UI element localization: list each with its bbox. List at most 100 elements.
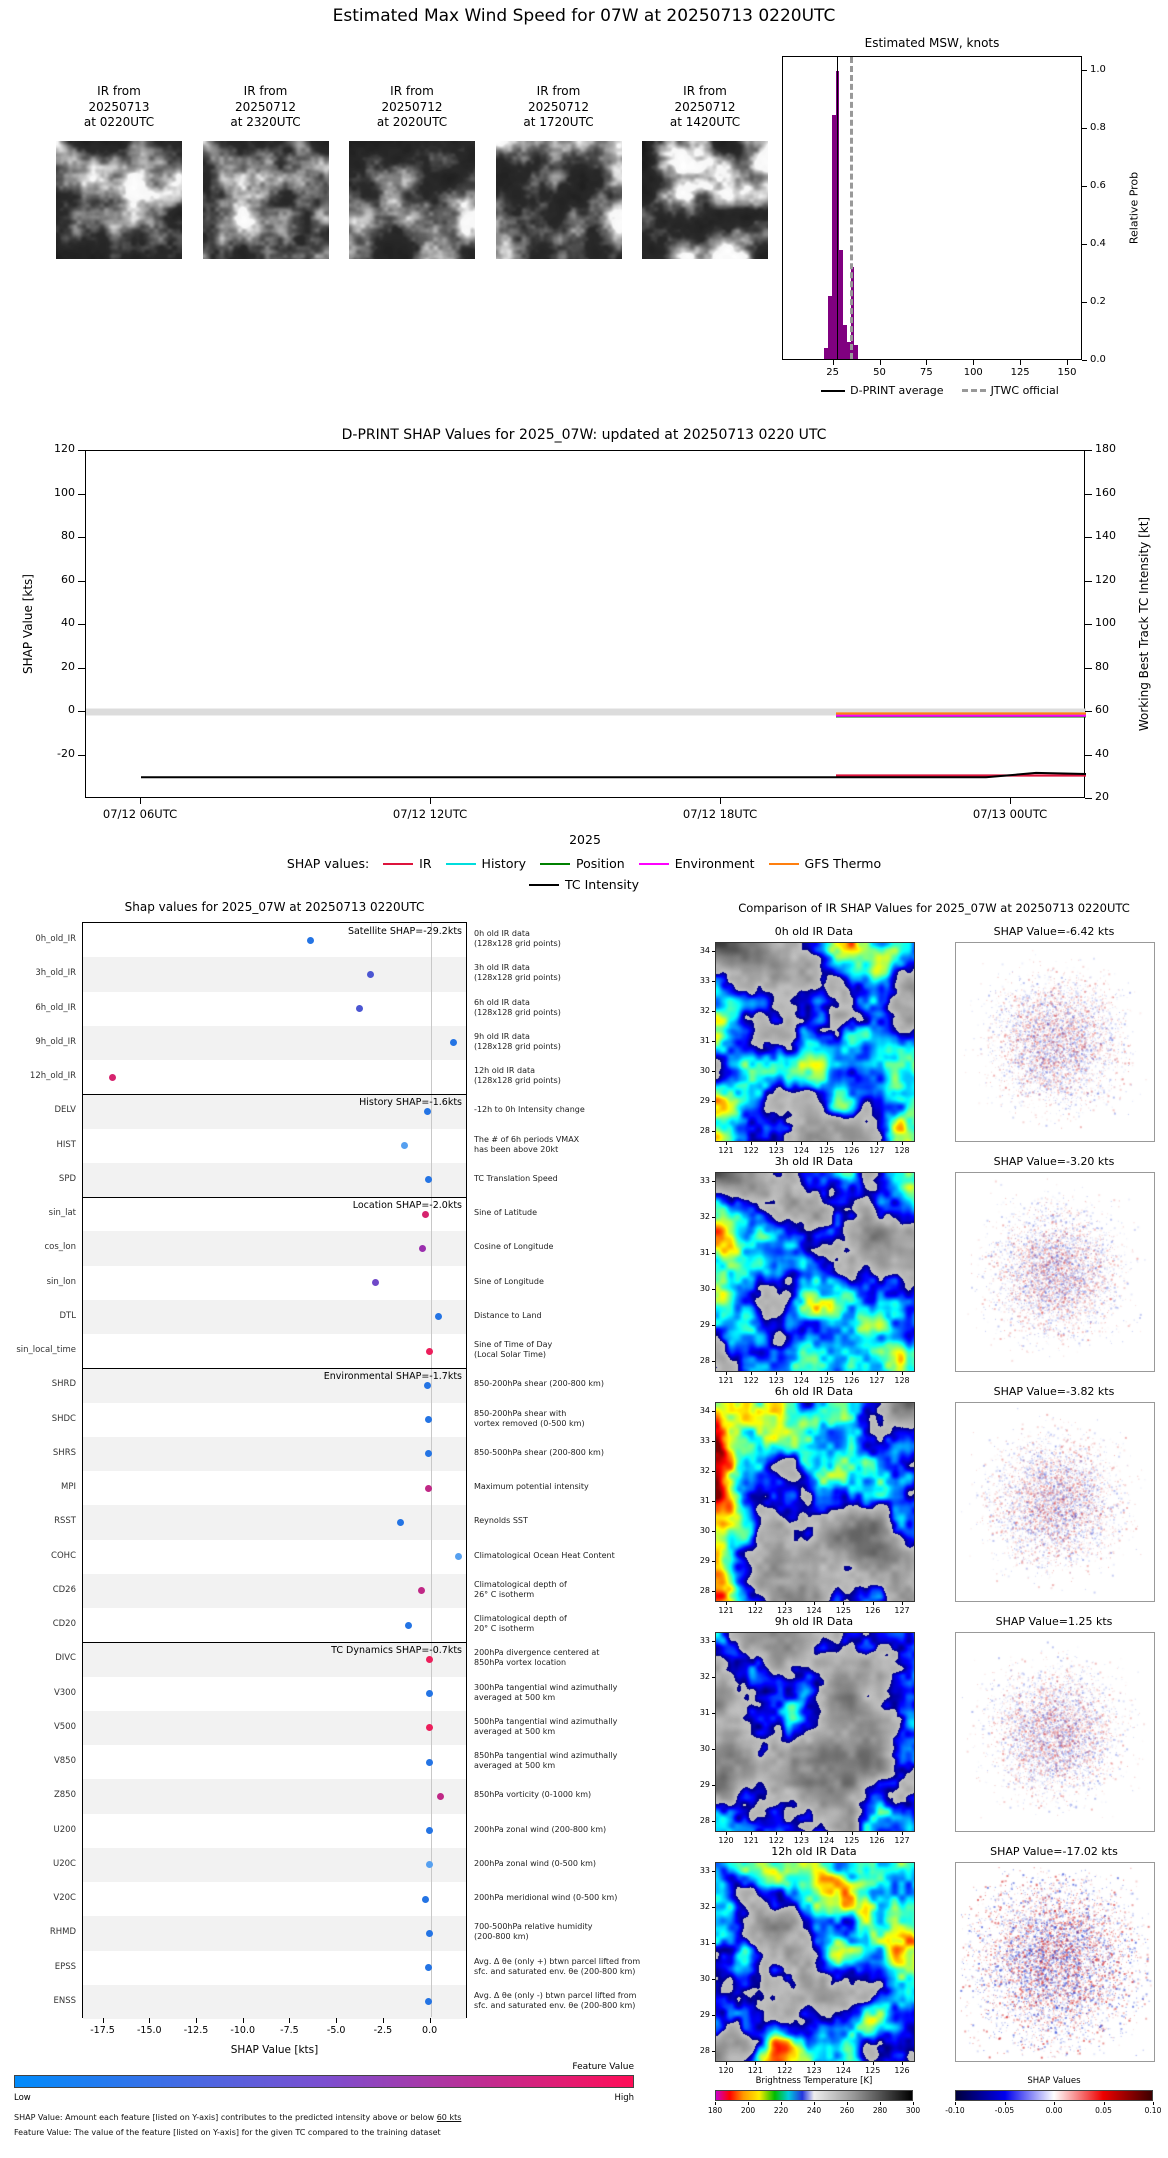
feature-name-label: RSST	[54, 1516, 76, 1527]
group-divider	[83, 1368, 466, 1370]
feature-dot	[426, 1347, 434, 1355]
lon-tick-label: 126	[844, 1376, 860, 1385]
x-tick-label: -10.0	[230, 2025, 256, 2036]
row-stripe	[83, 1847, 466, 1882]
lat-tick-label: 30	[699, 1284, 710, 1293]
lon-tick-label: 123	[806, 2066, 822, 2075]
feature-dot	[421, 1895, 429, 1903]
feature-desc: 850hPa tangential wind azimuthally avera…	[474, 1751, 618, 1771]
lon-tick-mark	[872, 1602, 874, 1605]
ir-thumbnail-label: IR from 20250712 at 1420UTC	[669, 84, 741, 130]
lat-tick-label: 30	[699, 1974, 710, 1983]
feature-desc: 850-500hPa shear (200-800 km)	[474, 1447, 604, 1457]
bt-colorbar-label: Brightness Temperature [K]	[755, 2076, 873, 2086]
shap-footnote-threshold: 60 kts	[436, 2113, 462, 2122]
feature-desc: Sine of Longitude	[474, 1276, 544, 1286]
feature-desc: Climatological Ocean Heat Content	[474, 1550, 615, 1560]
feature-shap-xlabel: SHAP Value [kts]	[230, 2044, 319, 2056]
group-shap-label: History SHAP=-1.6kts	[359, 1097, 462, 1109]
lon-tick-label: 126	[869, 1836, 885, 1845]
feature-desc: Reynolds SST	[474, 1516, 528, 1526]
feature-desc: 700-500hPa relative humidity (200-800 km…	[474, 1922, 593, 1942]
msw-histogram-plot	[782, 56, 1082, 360]
feature-dot	[426, 1827, 434, 1835]
lon-tick-mark	[784, 1602, 786, 1605]
x-tick-mark	[140, 798, 141, 804]
lon-tick-mark	[902, 1602, 903, 1605]
lon-tick-label: 124	[806, 1606, 822, 1615]
shap-colorbar	[955, 2090, 1153, 2101]
lat-tick-mark	[712, 1677, 715, 1678]
lat-tick-mark	[712, 1071, 715, 1072]
feature-name-label: sin_local_time	[16, 1345, 76, 1356]
lon-tick-label: 126	[844, 1146, 860, 1155]
feature-dot	[400, 1142, 408, 1150]
feature-desc: 0h old IR data (128x128 grid points)	[474, 929, 561, 949]
legend-item: IR	[383, 856, 432, 871]
feature-desc: TC Translation Speed	[474, 1173, 558, 1183]
lat-tick-mark	[712, 1713, 715, 1714]
feature-name-label: CD26	[52, 1584, 76, 1595]
shap-tick-label: -0.05	[994, 2106, 1015, 2115]
legend-label: IR	[419, 856, 432, 871]
row-stripe	[83, 1710, 466, 1745]
lon-tick-mark	[826, 1142, 828, 1145]
lon-tick-mark	[726, 1142, 727, 1145]
row-stripe	[83, 1094, 466, 1129]
feature-name-label: CD20	[52, 1619, 76, 1630]
lat-tick-mark	[712, 1289, 715, 1290]
lat-tick-label: 32	[699, 1212, 710, 1221]
shap-panel-title: SHAP Value=1.25 kts	[995, 1615, 1113, 1628]
lat-tick-mark	[712, 1253, 715, 1254]
lon-tick-label: 123	[793, 1836, 810, 1845]
lon-tick-label: 121	[743, 1836, 759, 1845]
lat-tick-mark	[712, 1011, 715, 1012]
jtwc-official-line	[849, 57, 853, 359]
bt-tick-mark	[748, 2102, 749, 2105]
lat-tick-label: 29	[699, 2010, 710, 2019]
feature-desc: 6h old IR data (128x128 grid points)	[474, 997, 561, 1017]
feature-name-label: RHMD	[49, 1927, 76, 1938]
lat-tick-label: 30	[699, 1744, 710, 1753]
y-tick-label-left: 20	[61, 659, 75, 673]
lon-tick-label: 122	[743, 1376, 759, 1385]
lon-tick-label: 126	[894, 2066, 910, 2075]
feature-name-label: DTL	[59, 1310, 76, 1321]
row-stripe	[83, 1025, 466, 1060]
lat-tick-label: 31	[699, 1248, 710, 1257]
lat-tick-mark	[712, 1785, 715, 1786]
lon-tick-label: 121	[718, 1146, 734, 1155]
row-stripe	[83, 1916, 466, 1951]
lon-tick-mark	[726, 2062, 727, 2065]
group-divider	[83, 1642, 466, 1644]
colorbar-low-label: Low	[14, 2093, 31, 2103]
feature-shap-title: Shap values for 2025_07W at 20250713 022…	[124, 900, 425, 914]
lon-tick-mark	[726, 1372, 727, 1375]
jtwc-line-swatch	[961, 389, 986, 392]
lon-tick-label: 124	[793, 1146, 810, 1155]
shap-tick-mark	[1004, 2102, 1006, 2105]
legend-line-swatch	[540, 862, 571, 865]
y-tick-mark-right	[1085, 667, 1092, 669]
y-tick-mark	[1082, 128, 1087, 130]
ir-thumbnail-image	[349, 140, 475, 259]
ir-data-image	[715, 1402, 915, 1602]
y-tick-mark	[1082, 186, 1087, 188]
feature-name-label: SHDC	[51, 1413, 76, 1424]
y-tick-label-right: 80	[1095, 659, 1109, 673]
timeseries-ylabel-left: SHAP Value [kts]	[21, 574, 35, 674]
y-tick-label-left: 100	[54, 485, 75, 499]
y-tick-mark-right	[1085, 624, 1092, 625]
shap-panel-title: SHAP Value=-3.82 kts	[993, 1385, 1115, 1398]
lat-tick-label: 30	[699, 1526, 710, 1535]
feature-desc: 200hPa meridional wind (0-500 km)	[474, 1893, 618, 1903]
ir-panel-title: 9h old IR Data	[774, 1615, 854, 1628]
lon-tick-mark	[902, 1832, 903, 1835]
lat-tick-label: 32	[699, 1672, 710, 1681]
y-tick-mark	[1082, 360, 1087, 361]
lon-tick-mark	[726, 1602, 727, 1605]
feature-dot	[425, 1416, 433, 1424]
lon-tick-mark	[776, 1372, 778, 1375]
feature-desc: Avg. Δ θe (only -) btwn parcel lifted fr…	[474, 1990, 637, 2010]
x-tick-mark	[102, 2018, 104, 2023]
